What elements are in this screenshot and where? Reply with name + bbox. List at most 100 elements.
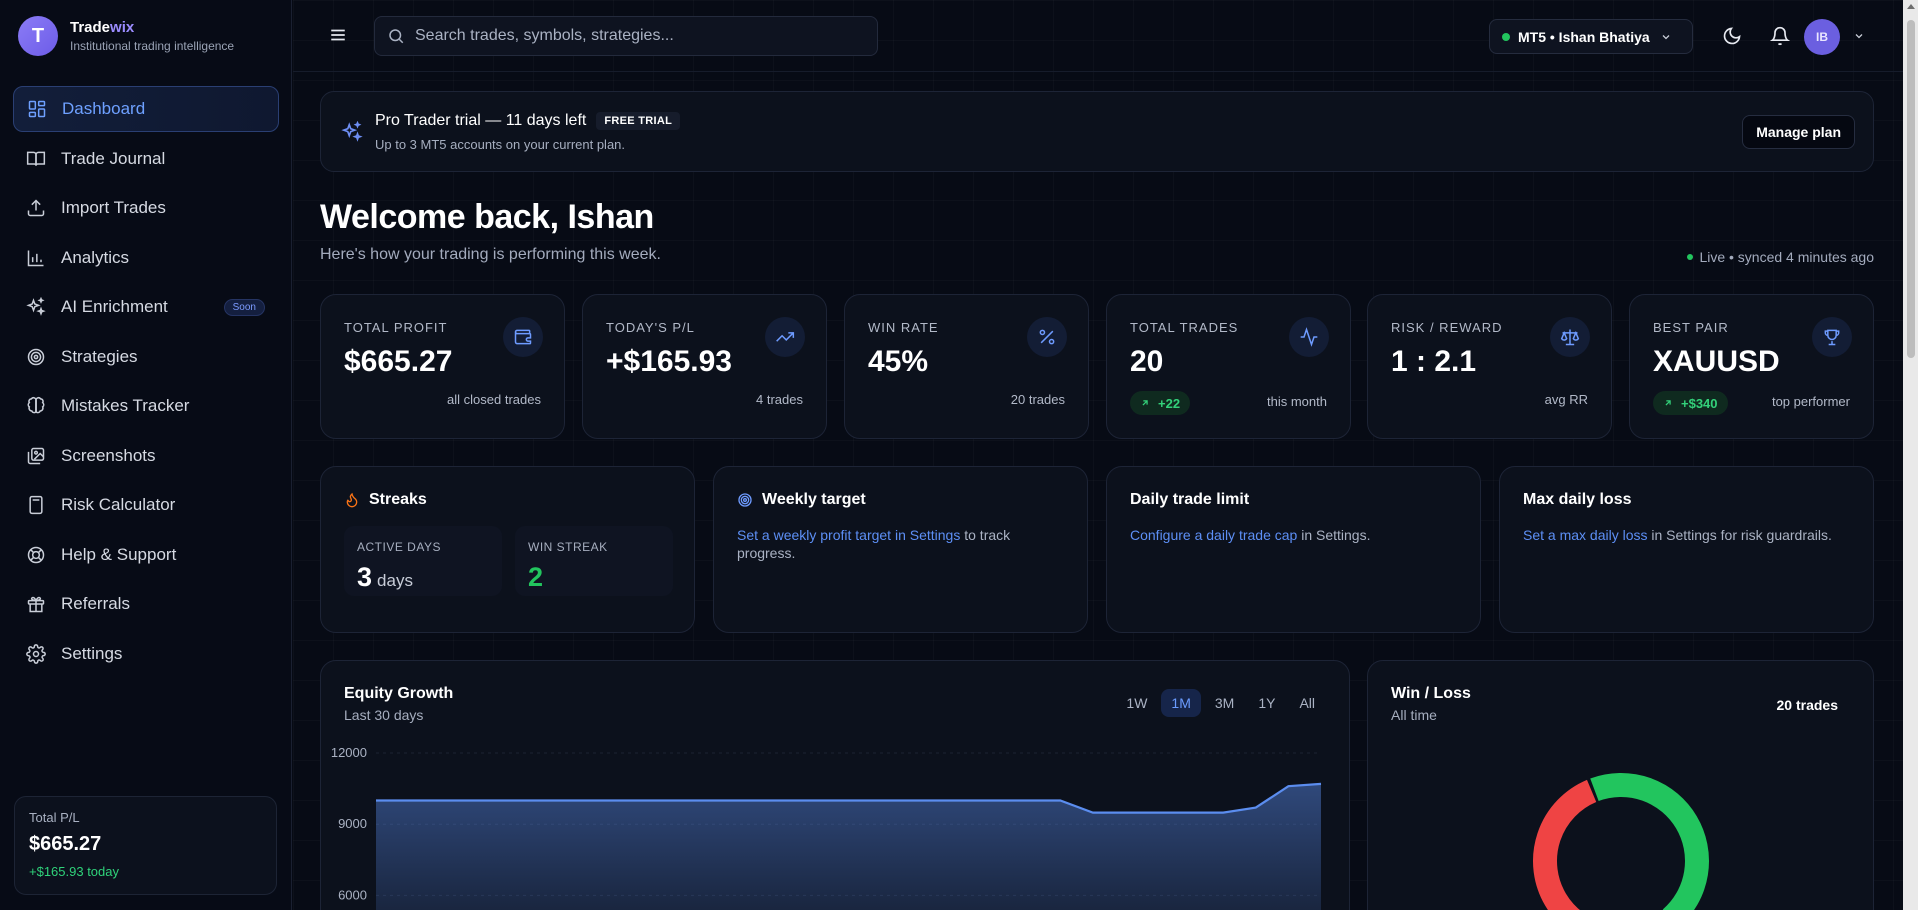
card-body: Set a max daily loss in Settings for ris… xyxy=(1523,527,1832,543)
card-title: Streaks xyxy=(344,491,427,509)
stat-card-best-pair[interactable]: BEST PAIR XAUUSD +$340 top performer xyxy=(1629,294,1874,439)
stat-foot: all closed trades xyxy=(447,392,541,407)
donut-slice-losses[interactable] xyxy=(1533,779,1668,910)
scrollbar-thumb[interactable] xyxy=(1907,20,1915,358)
card-body: Set a weekly profit target in Settings t… xyxy=(737,527,1011,561)
avatar[interactable]: IB xyxy=(1804,19,1840,55)
flame-icon xyxy=(346,492,358,508)
stat-value: 45% xyxy=(868,345,929,378)
page-scrollbar[interactable] xyxy=(1903,0,1918,910)
sidebar-item-label: Mistakes Tracker xyxy=(61,396,190,415)
active-days-label: ACTIVE DAYS xyxy=(357,540,441,554)
sidebar-item-label: Settings xyxy=(61,643,123,663)
moon-icon[interactable] xyxy=(1722,26,1742,46)
sidebar-item-strategies[interactable]: Strategies xyxy=(13,334,279,380)
max-loss-link[interactable]: Set a max daily loss xyxy=(1523,527,1648,543)
sidebar-item-screenshots[interactable]: Screenshots xyxy=(13,433,279,479)
bell-icon[interactable] xyxy=(1770,26,1790,46)
weekly-target-link[interactable]: Set a weekly profit target in Settings xyxy=(737,527,961,543)
sidebar: T Tradewix Institutional trading intelli… xyxy=(0,0,292,910)
main-content: MT5 • Ishan Bhatiya IB Pro Trader trial … xyxy=(293,0,1903,910)
donut-slice-wins[interactable] xyxy=(1590,773,1709,910)
equity-chart: 12000 9000 6000 xyxy=(331,745,1322,910)
panel-title: Equity Growth xyxy=(344,685,454,702)
stat-foot: this month xyxy=(1267,394,1327,409)
weekly-target-card: Weekly target Set a weekly profit target… xyxy=(713,466,1088,633)
active-days-box: ACTIVE DAYS 3 days xyxy=(344,526,502,596)
trial-badge: FREE TRIAL xyxy=(596,112,681,130)
stat-label: BEST PAIR xyxy=(1653,320,1729,335)
sidebar-item-label: Risk Calculator xyxy=(61,495,176,514)
range-1m-button[interactable]: 1M xyxy=(1161,689,1201,717)
arrow-up-right-icon xyxy=(1142,400,1148,406)
percent-icon xyxy=(1027,317,1067,357)
page-subtitle: Here's how your trading is performing th… xyxy=(320,246,661,263)
bar-chart-icon xyxy=(27,250,44,266)
live-dot xyxy=(1687,254,1694,260)
sidebar-item-mistakes-tracker[interactable]: Mistakes Tracker xyxy=(13,383,279,429)
sidebar-item-label: Trade Journal xyxy=(61,148,166,168)
range-all-button[interactable]: All xyxy=(1299,695,1315,711)
range-3m-button[interactable]: 3M xyxy=(1214,695,1235,711)
card-title: Max daily loss xyxy=(1523,491,1632,508)
streaks-card: Streaks ACTIVE DAYS 3 days WIN STREAK 2 xyxy=(320,466,695,633)
sidebar-item-trade-journal[interactable]: Trade Journal xyxy=(13,136,279,182)
chevron-down-icon[interactable] xyxy=(1853,30,1865,42)
equity-line xyxy=(376,782,1322,814)
stat-card-total-profit[interactable]: TOTAL PROFIT $665.27 all closed trades xyxy=(320,294,565,439)
arrow-up-right-icon xyxy=(1665,400,1671,406)
stat-card-total-trades[interactable]: TOTAL TRADES 20 +22 this month xyxy=(1106,294,1351,439)
stat-value: 20 xyxy=(1130,345,1164,378)
panel-subtitle: Last 30 days xyxy=(344,707,424,723)
brand-logo: T xyxy=(18,16,58,56)
stat-label: RISK / REWARD xyxy=(1391,320,1503,335)
menu-icon[interactable] xyxy=(329,26,347,44)
daily-limit-link[interactable]: Configure a daily trade cap xyxy=(1130,527,1298,543)
search-bar[interactable] xyxy=(374,16,878,56)
win-loss-donut xyxy=(1533,773,1709,910)
dashboard-icon xyxy=(28,100,46,118)
panel-title: Win / Loss xyxy=(1391,685,1471,702)
stat-foot: 4 trades xyxy=(756,392,803,407)
trial-subtitle: Up to 3 MT5 accounts on your current pla… xyxy=(375,137,626,152)
scroll-up-arrow[interactable] xyxy=(1907,4,1915,9)
gear-icon xyxy=(26,643,46,664)
stat-label: TOTAL TRADES xyxy=(1130,320,1239,335)
target-icon xyxy=(738,493,752,507)
max-daily-loss-card: Max daily loss Set a max daily loss in S… xyxy=(1499,466,1874,633)
sidebar-item-help-support[interactable]: Help & Support xyxy=(13,532,279,578)
sidebar-item-referrals[interactable]: Referrals xyxy=(13,581,279,627)
sidebar-item-dashboard[interactable]: Dashboard xyxy=(13,86,279,132)
brand[interactable]: T Tradewix Institutional trading intelli… xyxy=(18,16,234,56)
total-pl-label: Total P/L xyxy=(29,810,80,825)
sidebar-item-settings[interactable]: Settings xyxy=(13,631,279,677)
trending-up-icon xyxy=(765,317,805,357)
sidebar-item-label: Dashboard xyxy=(62,99,146,118)
brain-icon xyxy=(27,396,45,414)
sidebar-item-ai-enrichment[interactable]: AI Enrichment Soon xyxy=(13,284,279,330)
sidebar-item-risk-calculator[interactable]: Risk Calculator xyxy=(13,482,279,528)
range-1w-button[interactable]: 1W xyxy=(1126,695,1148,711)
card-title: Weekly target xyxy=(737,491,866,509)
range-1y-button[interactable]: 1Y xyxy=(1258,695,1276,711)
stat-card-risk-reward[interactable]: RISK / REWARD 1 : 2.1 avg RR xyxy=(1367,294,1612,439)
account-selector[interactable]: MT5 • Ishan Bhatiya xyxy=(1489,19,1693,54)
stat-value: 1 : 2.1 xyxy=(1391,345,1477,378)
daily-trade-limit-card: Daily trade limit Configure a daily trad… xyxy=(1106,466,1481,633)
sidebar-item-analytics[interactable]: Analytics xyxy=(13,235,279,281)
connected-dot xyxy=(1502,32,1510,41)
activity-icon xyxy=(1289,317,1329,357)
trade-count: 20 trades xyxy=(1776,697,1838,713)
search-input[interactable] xyxy=(415,27,855,45)
soon-badge: Soon xyxy=(223,298,265,316)
win-streak-box: WIN STREAK 2 xyxy=(515,526,673,596)
trial-banner: Pro Trader trial — 11 days left FREE TRI… xyxy=(320,91,1874,172)
manage-plan-button[interactable]: Manage plan xyxy=(1742,115,1855,149)
stat-label: TODAY'S P/L xyxy=(606,320,695,335)
sparkles-icon xyxy=(341,121,363,142)
stat-card-win-rate[interactable]: WIN RATE 45% 20 trades xyxy=(844,294,1089,439)
sidebar-item-import-trades[interactable]: Import Trades xyxy=(13,185,279,231)
stat-card-todays-pl[interactable]: TODAY'S P/L +$165.93 4 trades xyxy=(582,294,827,439)
trial-title: Pro Trader trial — 11 days left FREE TRI… xyxy=(375,112,681,130)
y-tick-label: 12000 xyxy=(331,745,367,760)
